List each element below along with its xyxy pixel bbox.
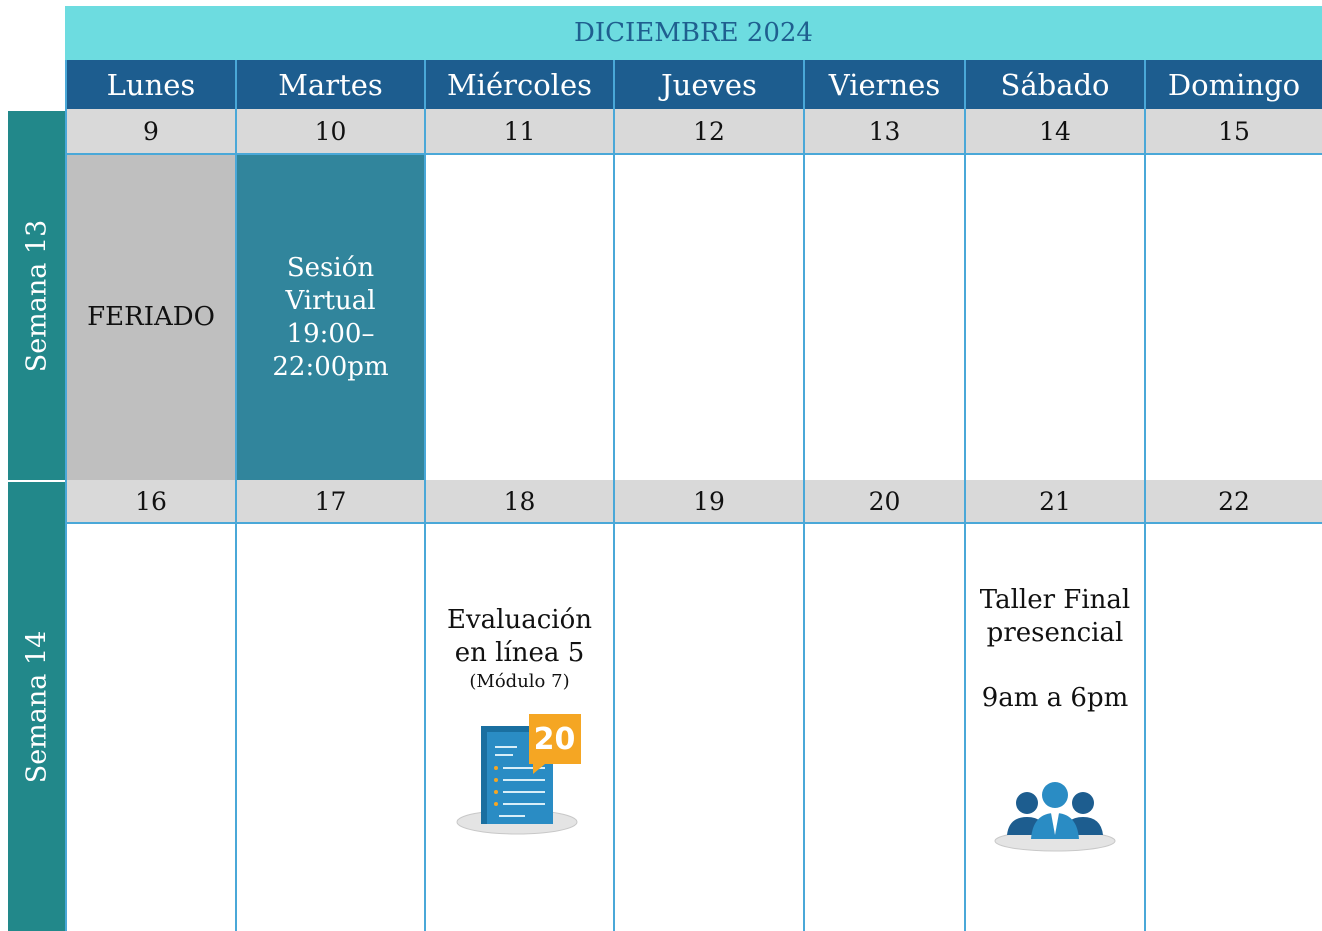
day-cell [1144,155,1322,480]
event-text: Evaluación [446,605,592,635]
day-cell [803,524,964,931]
icon-wrap [993,775,1117,855]
date-number: 12 [613,109,803,155]
date-number: 13 [803,109,964,155]
day-cell [65,524,235,931]
day-name: Miércoles [424,60,613,109]
day-name: Jueves [613,60,803,109]
event-text: FERIADO [87,302,215,332]
day-cell [235,524,424,931]
event-text: Taller Final [979,585,1131,615]
date-number: 17 [235,480,424,524]
date-number: 21 [964,480,1144,524]
day-cell [613,155,803,480]
day-name: Martes [235,60,424,109]
day-name: Lunes [65,60,235,109]
people-icon [994,782,1116,852]
event-cell: Taller Final presencial 9am a 6pm [964,524,1144,931]
month-title: DICIEMBRE 2024 [65,6,1322,60]
event-cell: FERIADO [65,155,235,480]
date-number: 11 [424,109,613,155]
week-label-bar: Semana 13 [8,109,65,480]
date-number: 20 [803,480,964,524]
date-number: 10 [235,109,424,155]
event-text: 19:00– [286,318,375,349]
event-text: 22:00pm [272,351,389,382]
week-label-bar: Semana 14 [8,480,65,931]
day-cell [424,155,613,480]
event-text: Virtual [285,285,376,316]
day-cell [613,524,803,931]
day-name: Sábado [964,60,1144,109]
event-text: presencial [986,618,1124,648]
date-number: 14 [964,109,1144,155]
event-time: 9am a 6pm [981,683,1129,713]
date-number: 16 [65,480,235,524]
day-name: Domingo [1144,60,1322,109]
date-number: 19 [613,480,803,524]
event-text: en línea 5 [454,638,585,668]
date-number: 15 [1144,109,1322,155]
event-text: Sesión [286,252,375,283]
date-number: 9 [65,109,235,155]
day-cell [1144,524,1322,931]
day-name: Viernes [803,60,964,109]
date-number: 22 [1144,480,1322,524]
icon-wrap: 20 [455,712,585,842]
event-cell: Evaluación en línea 5 (Módulo 7) 20 [424,524,613,931]
exam-icon [456,714,581,835]
event-cell: Sesión Virtual 19:00– 22:00pm [235,155,424,480]
badge-number: 20 [533,721,576,757]
day-cell [803,155,964,480]
week-label: Semana 13 [21,219,52,372]
event-note: (Módulo 7) [469,671,570,692]
week-label: Semana 14 [21,630,52,783]
date-number: 18 [424,480,613,524]
day-cell [964,155,1144,480]
